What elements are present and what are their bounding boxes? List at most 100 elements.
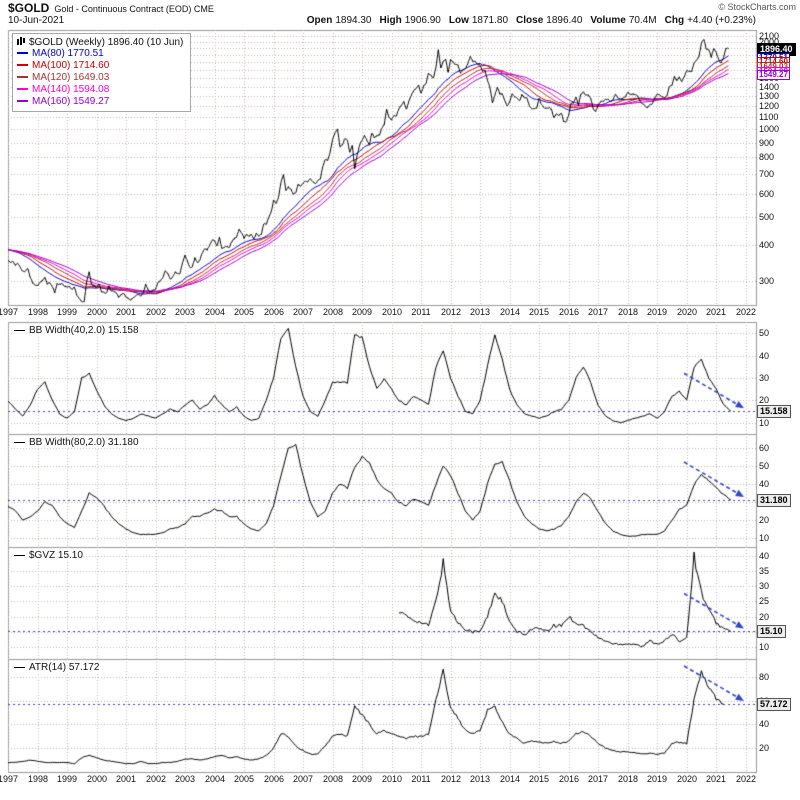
x-axis-year-label: 2017 <box>587 774 609 784</box>
open-label: Open <box>306 15 333 26</box>
bbw80-series-marker <box>14 441 25 443</box>
y-axis-label: 1200 <box>759 101 780 111</box>
x-axis-year-label: 2021 <box>705 307 727 317</box>
x-axis-year-label: 2019 <box>646 307 668 317</box>
x-axis-year-label: 2006 <box>263 774 285 784</box>
ma-legend-row: MA(140) 1594.08 <box>17 84 183 96</box>
atr-label-text: ATR(14) 57.172 <box>29 662 100 673</box>
y-axis-label: 20 <box>759 395 770 405</box>
last-value-badge: 31.180 <box>757 494 791 507</box>
x-axis-year-label: 2016 <box>558 307 580 317</box>
x-axis-year-label: 2012 <box>440 774 462 784</box>
x-axis-year-label: 2005 <box>233 774 255 784</box>
gvz-label-text: $GVZ 15.10 <box>29 550 83 561</box>
x-axis-year-label: 2008 <box>322 774 344 784</box>
low-label: Low <box>448 15 469 26</box>
ma-legend-label: MA(160) 1549.27 <box>32 96 110 107</box>
x-axis-year-label: 2013 <box>469 307 491 317</box>
y-axis-label: 30 <box>759 581 770 591</box>
x-axis-year-label: 2012 <box>440 307 462 317</box>
x-axis-year-label: 2001 <box>115 307 137 317</box>
x-axis-year-label: 2002 <box>145 307 167 317</box>
x-axis-year-label: 2002 <box>145 774 167 784</box>
high-label: High <box>379 15 402 26</box>
bbw80-label-text: BB Width(80,2.0) 31.180 <box>29 437 139 448</box>
x-axis-year-label: 1998 <box>27 774 49 784</box>
chg-value: +4.40 (+0.23%) <box>687 15 756 26</box>
atr-panel-label: ATR(14) 57.172 <box>14 662 100 673</box>
y-axis-label: 800 <box>759 152 775 162</box>
x-axis-year-label: 2014 <box>499 774 521 784</box>
ma-legend-row: MA(120) 1649.03 <box>17 72 183 84</box>
open-value: 1894.30 <box>335 15 372 26</box>
y-axis-label: 2000 <box>759 37 780 47</box>
x-axis-year-label: 2014 <box>499 307 521 317</box>
volume-label: Volume <box>590 15 626 26</box>
chart-header: $GOLD Gold - Continuous Contract (EOD) CM… <box>8 1 796 15</box>
x-axis-year-label: 2005 <box>233 307 255 317</box>
x-axis-year-label: 2004 <box>204 774 226 784</box>
gvz-panel-label: $GVZ 15.10 <box>14 550 83 561</box>
y-axis-label: 40 <box>759 479 770 489</box>
x-axis-year-label: 2015 <box>528 774 550 784</box>
ma-legend-label: MA(100) 1714.60 <box>32 60 110 71</box>
x-axis-year-label: 2000 <box>86 307 108 317</box>
y-axis-label: 600 <box>759 189 775 199</box>
y-axis-label: 1100 <box>759 112 779 122</box>
bbw40-label-text: BB Width(40,2.0) 15.158 <box>29 325 139 336</box>
x-axis-year-label: 2011 <box>411 774 431 784</box>
y-axis-label: 700 <box>759 169 775 179</box>
y-axis-label: 35 <box>759 566 770 576</box>
y-axis-label: 40 <box>759 719 770 729</box>
y-axis-label: 10 <box>759 418 770 428</box>
ma-line-marker <box>17 76 28 79</box>
y-axis-label: 900 <box>759 138 775 148</box>
x-axis-year-label: 2016 <box>558 774 580 784</box>
y-axis-label: 50 <box>759 328 770 338</box>
ma-legend-rows: MA(80) 1770.51 MA(100) 1714.60 MA(120) 164… <box>17 48 183 108</box>
y-axis-label: 40 <box>759 551 770 561</box>
ma-legend-label: MA(80) 1770.51 <box>32 48 104 59</box>
y-axis-label: 1300 <box>759 91 780 101</box>
x-axis-year-label: 2013 <box>469 774 491 784</box>
x-axis-year-label: 2017 <box>587 307 609 317</box>
y-axis-label: 20 <box>759 612 770 622</box>
ma-value-badge: 1549.27 <box>757 70 790 80</box>
y-axis-label: 10 <box>759 533 770 543</box>
y-axis-label: 10 <box>759 642 770 652</box>
x-axis-year-label: 2003 <box>174 307 196 317</box>
x-axis-year-label: 2022 <box>735 307 757 317</box>
atr-series-marker <box>14 666 25 668</box>
ma-line-marker <box>17 52 28 55</box>
x-axis-year-label: 1997 <box>0 307 19 317</box>
stockcharts-copyright-link[interactable]: © StockCharts.com <box>718 2 796 12</box>
x-axis-year-label: 2007 <box>292 774 314 784</box>
x-axis-year-label: 2021 <box>705 774 727 784</box>
y-axis-label: 20 <box>759 743 770 753</box>
ma-legend-label: MA(140) 1594.08 <box>32 84 110 95</box>
x-axis-year-label: 2008 <box>322 307 344 317</box>
x-axis-year-label: 1999 <box>56 307 78 317</box>
x-axis-year-label: 2015 <box>528 307 550 317</box>
x-axis-year-label: 2001 <box>115 774 137 784</box>
x-axis-year-label: 1999 <box>56 774 78 784</box>
y-axis-label: 1000 <box>759 124 780 134</box>
x-axis-year-label: 2009 <box>351 774 373 784</box>
y-axis-label: 2100 <box>759 31 780 41</box>
y-axis-label: 1400 <box>759 82 780 92</box>
symbol-description: Gold - Continuous Contract (EOD) CME <box>54 4 214 14</box>
last-value-badge: 57.172 <box>757 698 791 711</box>
x-axis-year-label: 2011 <box>411 307 431 317</box>
close-label: Close <box>516 15 544 26</box>
last-value-badge: 15.10 <box>757 625 786 638</box>
symbol: $GOLD <box>8 1 50 15</box>
ohlc-quote: Open 1894.30 High 1906.90 Low 1871.80 Close 189… <box>299 15 756 26</box>
bbw40-panel-label: BB Width(40,2.0) 15.158 <box>14 325 139 336</box>
bbw80-panel-label: BB Width(80,2.0) 31.180 <box>14 437 139 448</box>
close-value: 1896.40 <box>546 15 583 26</box>
x-axis-year-label: 2020 <box>676 774 698 784</box>
ma-legend-label: MA(120) 1649.03 <box>32 72 110 83</box>
ma-legend-row: MA(100) 1714.60 <box>17 60 183 72</box>
last-value-badge: 15.158 <box>757 405 791 418</box>
